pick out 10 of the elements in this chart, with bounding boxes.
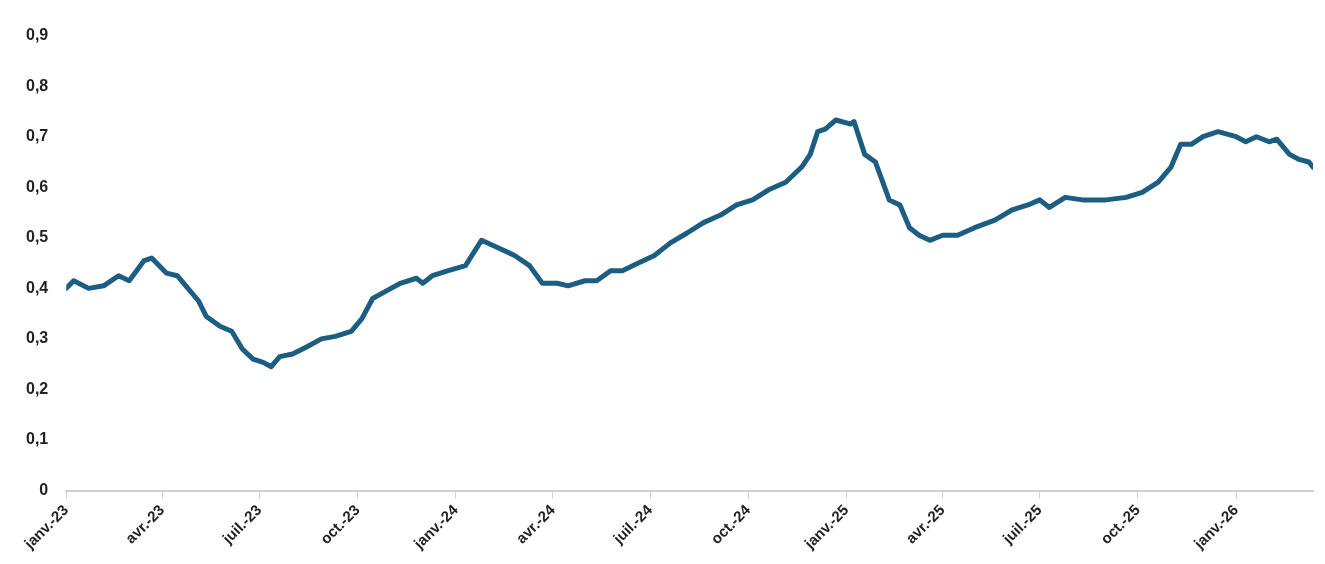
- y-tick-label: 0,4: [25, 278, 49, 296]
- y-tick-label: 0,1: [25, 430, 49, 448]
- y-tick-label: 0,6: [25, 177, 49, 195]
- y-tick-label: 0,3: [25, 329, 49, 347]
- y-tick-label: 0,8: [25, 76, 49, 94]
- y-tick-label: 0,2: [25, 379, 49, 397]
- y-tick-label: 0,5: [25, 228, 49, 246]
- y-tick-label: 0,7: [25, 127, 49, 145]
- y-tick-label: 0,9: [25, 26, 49, 44]
- y-tick-label: 0: [39, 480, 49, 498]
